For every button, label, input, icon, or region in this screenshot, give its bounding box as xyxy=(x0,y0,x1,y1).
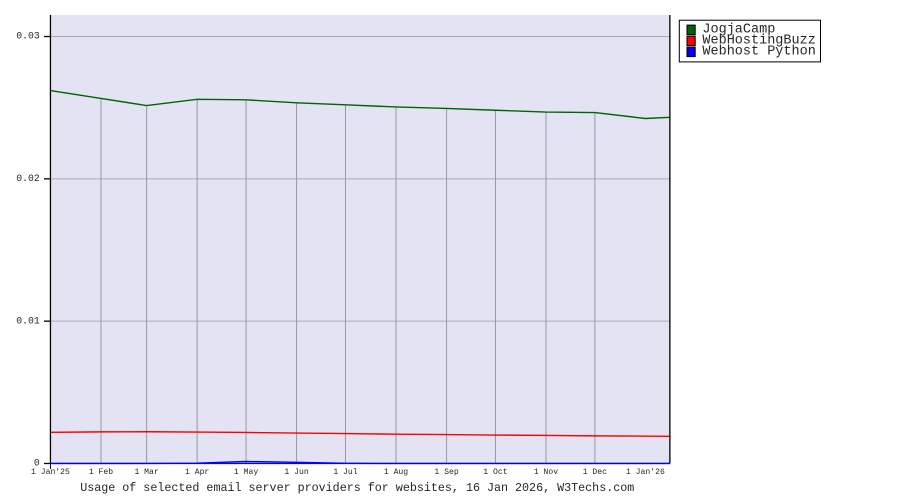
svg-text:1 Sep: 1 Sep xyxy=(434,468,458,477)
svg-text:1 Feb: 1 Feb xyxy=(89,468,113,477)
svg-text:1 Jul: 1 Jul xyxy=(333,468,357,477)
svg-text:1 Aug: 1 Aug xyxy=(384,468,408,477)
svg-text:Webhost Python: Webhost Python xyxy=(702,45,815,60)
svg-text:1 Nov: 1 Nov xyxy=(534,468,558,477)
svg-text:0.02: 0.02 xyxy=(16,173,40,184)
svg-text:1 Jun: 1 Jun xyxy=(284,468,308,477)
svg-text:0.01: 0.01 xyxy=(16,315,40,326)
svg-text:1 Mar: 1 Mar xyxy=(134,468,158,477)
svg-text:1 May: 1 May xyxy=(234,468,258,477)
svg-text:1 Apr: 1 Apr xyxy=(185,468,209,477)
svg-text:1 Dec: 1 Dec xyxy=(583,468,607,477)
svg-text:0.03: 0.03 xyxy=(16,31,40,42)
svg-text:1 Jan'26: 1 Jan'26 xyxy=(626,468,665,477)
svg-text:Usage of selected email server: Usage of selected email server providers… xyxy=(80,481,634,495)
svg-text:1 Oct: 1 Oct xyxy=(483,468,507,477)
svg-text:1 Jan'25: 1 Jan'25 xyxy=(31,468,70,477)
